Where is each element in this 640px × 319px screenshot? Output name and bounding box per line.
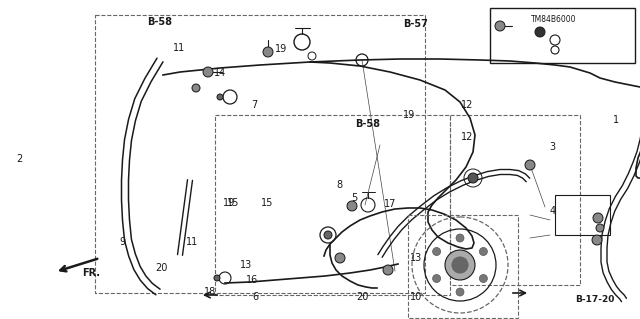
Circle shape	[263, 47, 273, 57]
Text: 17: 17	[384, 199, 396, 209]
Circle shape	[495, 21, 505, 31]
Text: 19: 19	[403, 110, 415, 121]
Circle shape	[192, 84, 200, 92]
Bar	[215, 115, 450, 295]
Text: 10: 10	[410, 292, 422, 302]
Circle shape	[214, 275, 220, 281]
Circle shape	[217, 94, 223, 100]
Bar	[408, 215, 518, 318]
Text: 20: 20	[356, 292, 369, 302]
Bar	[555, 195, 610, 235]
Circle shape	[479, 248, 488, 256]
Circle shape	[452, 257, 468, 273]
Text: 1: 1	[613, 115, 620, 125]
Text: 12: 12	[461, 100, 473, 110]
Bar	[450, 115, 580, 285]
Text: 7: 7	[251, 100, 257, 110]
Text: 11: 11	[173, 43, 185, 54]
Text: 9: 9	[119, 237, 125, 247]
Text: TM84B6000: TM84B6000	[531, 15, 577, 24]
Text: 18: 18	[204, 287, 216, 297]
Circle shape	[456, 288, 464, 296]
Text: 2: 2	[16, 154, 22, 165]
Circle shape	[535, 27, 545, 37]
Circle shape	[592, 235, 602, 245]
Circle shape	[347, 201, 357, 211]
Text: B-17-20: B-17-20	[575, 295, 614, 304]
Circle shape	[433, 248, 440, 256]
Text: 15: 15	[227, 197, 239, 208]
Circle shape	[324, 231, 332, 239]
Text: 12: 12	[461, 132, 473, 142]
Text: FR.: FR.	[82, 268, 100, 278]
Circle shape	[525, 160, 535, 170]
Circle shape	[468, 173, 478, 183]
Text: 5: 5	[351, 193, 357, 203]
Bar	[95, 15, 425, 293]
Circle shape	[456, 234, 464, 242]
Circle shape	[203, 67, 213, 77]
Circle shape	[596, 224, 604, 232]
Text: 13: 13	[240, 260, 252, 271]
Text: 11: 11	[186, 237, 198, 247]
Text: 3: 3	[549, 142, 556, 152]
Text: 8: 8	[336, 180, 342, 190]
Text: 19: 19	[223, 197, 235, 208]
Text: 14: 14	[214, 68, 227, 78]
Circle shape	[445, 250, 475, 280]
Text: 20: 20	[155, 263, 167, 273]
Text: B-57: B-57	[403, 19, 428, 29]
Text: B-58: B-58	[355, 119, 380, 129]
Text: 19: 19	[275, 44, 287, 55]
Text: B-58: B-58	[147, 17, 172, 27]
Text: 15: 15	[261, 197, 273, 208]
Bar	[490, 8, 635, 63]
Text: 6: 6	[253, 292, 259, 302]
Circle shape	[335, 253, 345, 263]
Text: 13: 13	[410, 253, 422, 263]
Circle shape	[479, 275, 488, 283]
Text: 4: 4	[549, 205, 556, 216]
Circle shape	[593, 213, 603, 223]
Circle shape	[433, 275, 440, 283]
Text: 16: 16	[246, 275, 259, 285]
Circle shape	[383, 265, 393, 275]
